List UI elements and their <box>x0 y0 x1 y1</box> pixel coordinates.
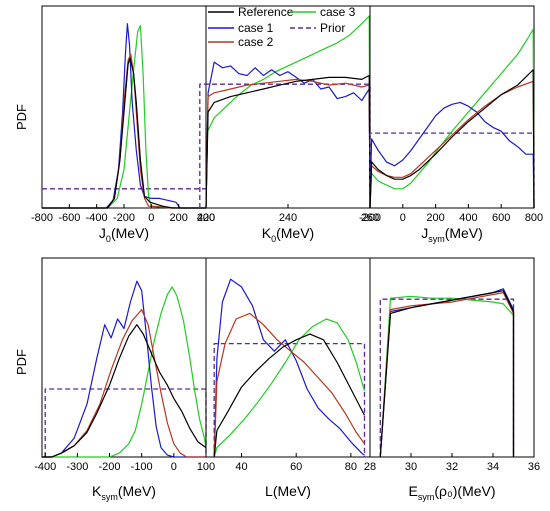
x-tick-label: -400 <box>86 212 108 224</box>
x-axis-title: J0(MeV) <box>99 225 149 244</box>
x-tick-label: 800 <box>525 212 543 224</box>
x-axis-title: K0(MeV) <box>262 225 314 244</box>
series-line-reference <box>369 69 535 209</box>
legend-item-case-1: case 1 <box>208 21 274 35</box>
legend-item-case-2: case 2 <box>208 35 274 49</box>
x-tick-label: 400 <box>459 212 477 224</box>
y-axis-label-top: PDF <box>14 104 29 130</box>
x-tick-label: 30 <box>405 461 417 473</box>
series-line-case-3 <box>42 286 207 458</box>
series-line-case-3 <box>369 28 535 209</box>
series-line-reference <box>42 324 207 458</box>
y-axis-label-bottom: PDF <box>14 349 29 375</box>
x-axis-title: L(MeV) <box>265 483 311 499</box>
panel-frame <box>41 257 207 458</box>
x-tick-label: 0 <box>400 212 406 224</box>
chart-panel-1: -800 -600 -400 -200 0 200 400 J0(MeV) <box>31 5 215 244</box>
series-line-case-3 <box>379 295 515 458</box>
x-tick-label: -200 <box>99 461 121 473</box>
chart-panel-5: 40 60 80 L(MeV) <box>205 257 371 499</box>
series-line-prior <box>199 83 371 208</box>
series-group <box>379 288 515 458</box>
legend-label: case 1 <box>238 21 274 35</box>
series-line-case-2 <box>205 78 371 209</box>
series-line-case-1 <box>205 61 371 209</box>
x-tick-label: 600 <box>492 212 510 224</box>
series-line-reference <box>205 74 371 209</box>
series-group <box>369 28 535 209</box>
panel-frame <box>369 257 535 458</box>
x-tick-label: 240 <box>279 212 297 224</box>
chart-panel-2: 220 240 260 K0(MeV) <box>197 5 379 244</box>
x-tick-label: -200 <box>113 212 135 224</box>
legend-label: case 2 <box>238 35 274 49</box>
series-line-case-1 <box>42 280 206 458</box>
series-line-reference <box>42 57 206 209</box>
series-line-case-1 <box>369 101 535 209</box>
legend-label: case 3 <box>320 5 356 19</box>
x-tick-label: 0 <box>148 212 154 224</box>
x-tick-label: 200 <box>169 212 187 224</box>
series-line-case-1 <box>379 288 515 458</box>
x-tick-label: -100 <box>131 461 153 473</box>
series-line-reference <box>213 333 366 458</box>
series-line-reference <box>379 290 515 458</box>
legend-item-case-3: case 3 <box>290 5 356 19</box>
x-tick-label: -400 <box>34 461 56 473</box>
x-axis-title: Esym(ρ₀)(MeV) <box>408 483 495 502</box>
x-tick-label: 32 <box>446 461 458 473</box>
legend-label: Prior <box>320 21 345 35</box>
series-line-prior <box>44 388 207 457</box>
series-line-prior <box>379 298 515 457</box>
series-line-case-2 <box>42 309 206 458</box>
legend-item-prior: Prior <box>290 21 345 35</box>
chart-panel-3: -200 0 200 400 600 800 Jsym(MeV) <box>359 5 543 244</box>
x-tick-label: 40 <box>235 461 247 473</box>
series-line-prior <box>213 342 366 457</box>
x-tick-label: 200 <box>426 212 444 224</box>
series-line-case-2 <box>379 292 515 458</box>
series-line-case-3 <box>213 318 366 458</box>
x-tick-label: -600 <box>58 212 80 224</box>
x-tick-label: 34 <box>487 461 499 473</box>
chart-panel-4: -400 -300 -200 -100 0 100 Ksym(MeV) <box>34 257 215 502</box>
chart-panel-6: 28 30 32 34 36 Esym(ρ₀)(MeV) <box>364 257 540 502</box>
series-group <box>199 15 371 209</box>
x-axis-title: Jsym(MeV) <box>421 225 483 244</box>
panel-frame <box>205 5 371 209</box>
x-axis-title: Ksym(MeV) <box>92 483 156 502</box>
series-line-case-2 <box>213 312 365 458</box>
series-line-case-2 <box>369 80 535 209</box>
series-group <box>42 23 206 209</box>
series-group <box>42 280 207 458</box>
x-tick-label: 28 <box>364 461 376 473</box>
x-tick-label: 0 <box>171 461 177 473</box>
legend-item-reference: Reference <box>208 5 294 19</box>
x-tick-label: -800 <box>31 212 53 224</box>
x-tick-label: -300 <box>66 461 88 473</box>
legend-label: Reference <box>238 5 294 19</box>
x-tick-label: -200 <box>359 212 381 224</box>
series-line-case-3 <box>205 15 371 209</box>
x-tick-label: 220 <box>197 212 215 224</box>
series-line-prior <box>369 132 535 208</box>
x-tick-label: 60 <box>290 461 302 473</box>
x-tick-label: 260 <box>361 212 379 224</box>
x-tick-label: 100 <box>197 461 215 473</box>
series-group <box>213 278 366 458</box>
x-tick-label: 36 <box>528 461 540 473</box>
x-tick-label: 400 <box>197 212 215 224</box>
x-tick-label: 80 <box>345 461 357 473</box>
series-line-case-1 <box>213 278 365 458</box>
